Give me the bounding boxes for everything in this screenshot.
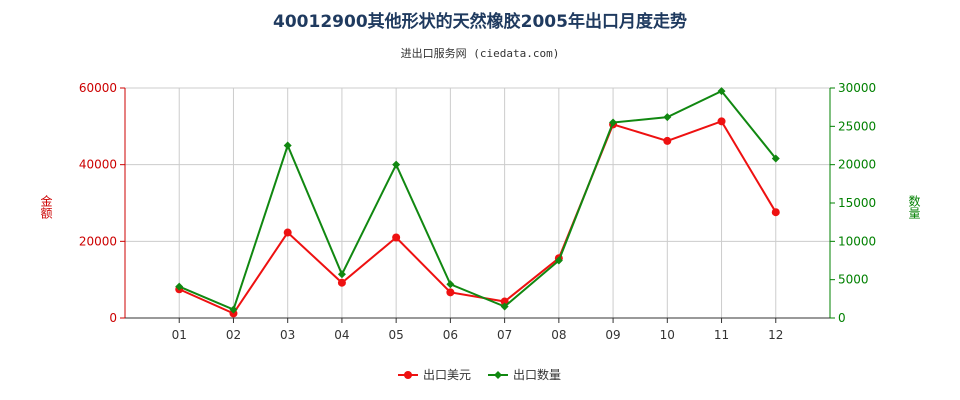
series-layer (175, 87, 780, 318)
left-axis-label: 金额 (39, 194, 53, 220)
right-tick-label: 5000 (838, 273, 869, 287)
left-axis-ticks: 0 20000 40000 60000 (79, 81, 125, 325)
x-tick-label: 05 (389, 328, 404, 342)
data-point-quantity (337, 270, 346, 279)
data-point-quantity (229, 305, 238, 314)
right-axis-ticks: 0 5000 10000 15000 20000 25000 30000 (830, 81, 876, 325)
legend: 出口美元 出口数量 (398, 367, 561, 382)
data-point-quantity (717, 87, 726, 96)
right-tick-label: 10000 (838, 234, 876, 248)
left-tick-label: 0 (109, 311, 117, 325)
data-point-amount (283, 228, 292, 237)
legend-label: 出口数量 (513, 367, 561, 382)
x-tick-label: 07 (497, 328, 512, 342)
legend-marker (494, 371, 502, 379)
x-tick-label: 09 (605, 328, 620, 342)
left-tick-label: 20000 (79, 234, 117, 248)
x-tick-label: 11 (714, 328, 729, 342)
data-point-amount (392, 233, 401, 242)
right-tick-label: 15000 (838, 196, 876, 210)
data-point-amount (663, 136, 672, 145)
x-axis-ticks: 01 02 03 04 05 06 07 08 09 10 11 12 (172, 318, 783, 342)
x-tick-label: 06 (443, 328, 458, 342)
x-tick-label: 10 (660, 328, 675, 342)
right-tick-label: 25000 (838, 119, 876, 133)
legend-marker (404, 371, 412, 379)
left-tick-label: 60000 (79, 81, 117, 95)
data-point-amount (717, 117, 726, 126)
data-point-quantity (392, 160, 401, 169)
series-line-2 (178, 89, 777, 311)
series-line-1 (178, 120, 777, 315)
chart-title: 40012900其他形状的天然橡胶2005年出口月度走势 (273, 11, 687, 32)
data-point-quantity (771, 154, 780, 163)
data-point-quantity (609, 118, 618, 127)
x-tick-label: 02 (226, 328, 241, 342)
data-point-amount (337, 278, 346, 287)
left-tick-label: 40000 (79, 158, 117, 172)
chart-subtitle: 进出口服务网 (ciedata.com) (401, 46, 560, 60)
data-point-amount (771, 208, 780, 217)
right-tick-label: 0 (838, 311, 846, 325)
right-tick-label: 20000 (838, 158, 876, 172)
right-axis-label: 数量 (907, 194, 921, 219)
x-tick-label: 03 (280, 328, 295, 342)
x-tick-label: 12 (768, 328, 783, 342)
x-tick-label: 08 (551, 328, 566, 342)
data-point-quantity (500, 302, 509, 311)
x-tick-label: 01 (172, 328, 187, 342)
grid (125, 87, 830, 319)
data-point-amount (446, 288, 455, 297)
data-point-quantity (663, 113, 672, 122)
data-point-quantity (554, 256, 563, 265)
data-point-quantity (283, 141, 292, 150)
x-tick-label: 04 (334, 328, 349, 342)
legend-label: 出口美元 (423, 368, 471, 382)
right-tick-label: 30000 (838, 81, 876, 95)
data-point-quantity (446, 280, 455, 289)
data-point-quantity (175, 282, 184, 291)
